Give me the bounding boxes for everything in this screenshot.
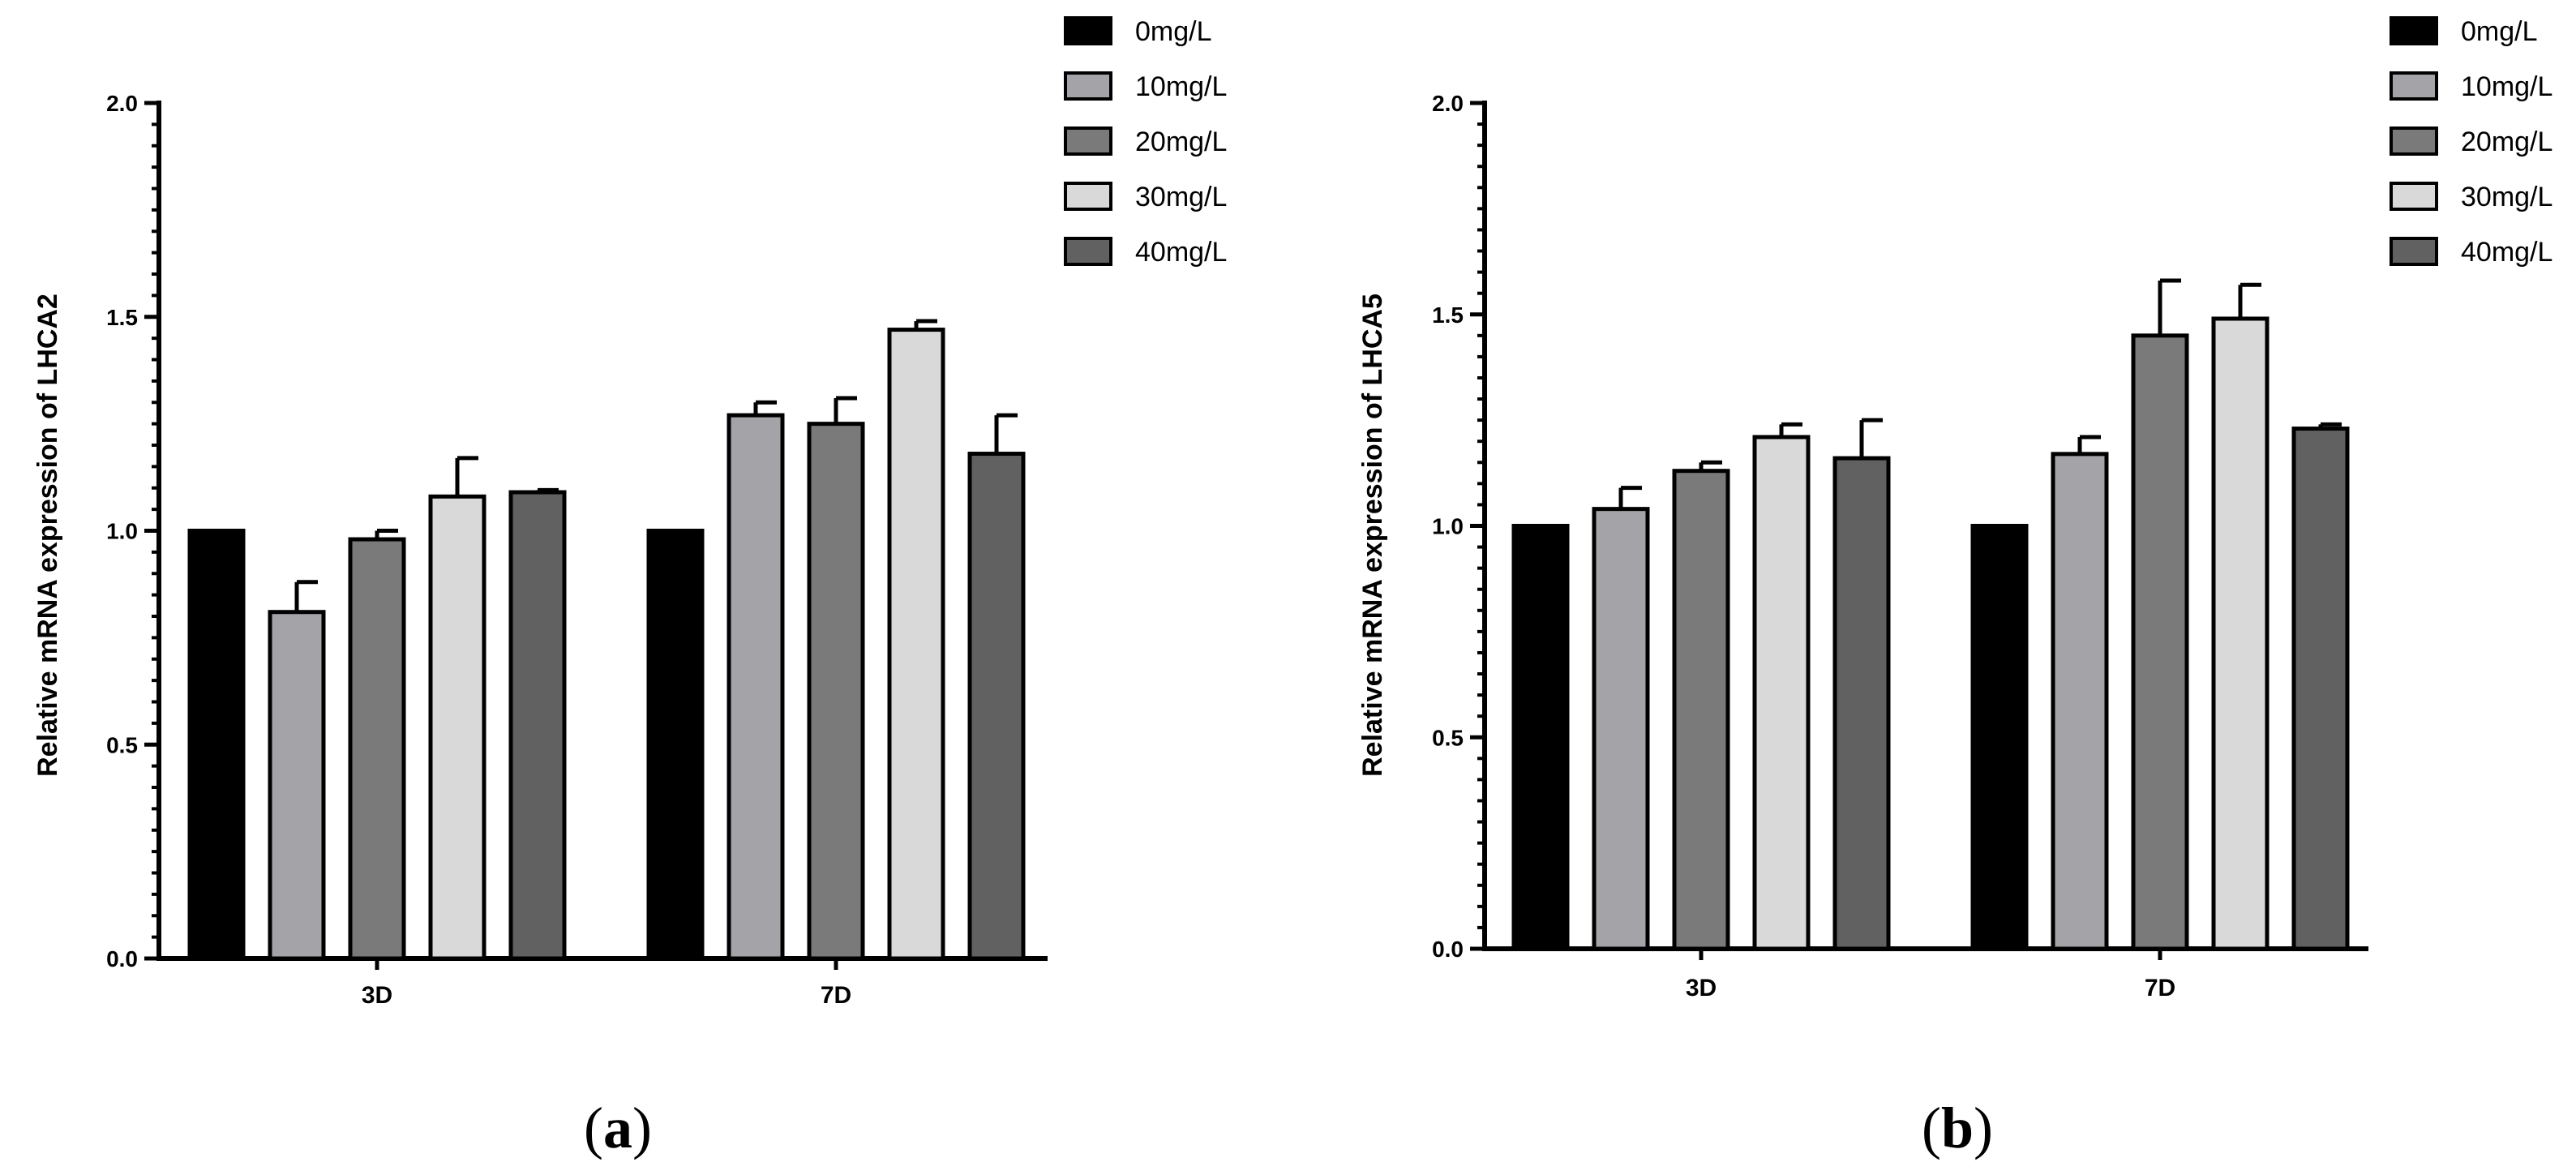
legend-label: 40mg/L: [1135, 237, 1227, 268]
legend-label: 30mg/L: [1135, 182, 1227, 212]
legend-swatch: [1064, 16, 1112, 45]
y-tick-label: 1.0: [1432, 514, 1464, 539]
bar-7D-20mg/L: [807, 422, 865, 961]
x-tick-label: 3D: [362, 982, 392, 1009]
bar-7D-40mg/L: [2291, 427, 2350, 951]
bar-3D-0mg/L: [187, 529, 246, 961]
panel-label: (a): [584, 1096, 652, 1160]
legend-swatch: [2390, 182, 2438, 211]
legend-swatch: [1064, 71, 1112, 101]
legend-swatch: [1064, 182, 1112, 211]
legend-label: 30mg/L: [2461, 182, 2552, 212]
chart-panel-b: 0.0 0.5 1.0 1.5 2.0 Relative mRNA expression …: [1357, 16, 2552, 1160]
legend-label: 20mg/L: [1135, 127, 1227, 157]
bar-3D-0mg/L: [1511, 524, 1570, 951]
y-tick-label: 0.5: [1432, 725, 1464, 750]
legend-swatch: [2390, 71, 2438, 101]
bar-3D-30mg/L: [1752, 435, 1811, 951]
y-tick-label: 2.0: [106, 91, 138, 116]
y-tick-label: 0.0: [106, 946, 138, 971]
legend-label: 10mg/L: [2461, 71, 2552, 102]
legend-label: 0mg/L: [1135, 16, 1212, 47]
legend-swatch: [2390, 237, 2438, 266]
y-tick-label: 1.5: [1432, 302, 1464, 328]
bar-7D-0mg/L: [1970, 524, 2029, 951]
legend-label: 0mg/L: [2461, 16, 2538, 47]
bar-3D-40mg/L: [508, 490, 567, 961]
bar-7D-30mg/L: [2211, 316, 2270, 951]
bar-3D-10mg/L: [1592, 507, 1650, 951]
legend-swatch: [1064, 127, 1112, 156]
bar-7D-30mg/L: [887, 328, 945, 961]
legend-label: 20mg/L: [2461, 127, 2552, 157]
y-axis-title: Relative mRNA expression of LHCA2: [32, 294, 63, 777]
chart-panel-a: 0.0 0.5 1.0 1.5 2.0 Relative mRNA expression …: [32, 16, 1227, 1160]
bar-3D-20mg/L: [348, 537, 406, 961]
legend-swatch: [1064, 237, 1112, 266]
bar-7D-20mg/L: [2131, 333, 2189, 951]
bar-7D-10mg/L: [727, 413, 785, 961]
bar-3D-10mg/L: [268, 610, 326, 961]
bar-3D-30mg/L: [428, 494, 486, 961]
x-tick-label: 7D: [2145, 975, 2175, 1001]
legend-swatch: [2390, 127, 2438, 156]
bar-3D-40mg/L: [1832, 456, 1891, 951]
legend-swatch: [2390, 16, 2438, 45]
panel-label: (b): [1922, 1096, 1993, 1160]
y-tick-label: 1.0: [106, 519, 138, 544]
bar-7D-40mg/L: [967, 452, 1026, 961]
y-tick-label: 2.0: [1432, 91, 1464, 116]
y-axis-title: Relative mRNA expression of LHCA5: [1357, 294, 1388, 777]
bar-7D-0mg/L: [646, 529, 705, 961]
x-tick-label: 3D: [1686, 975, 1717, 1001]
legend-label: 40mg/L: [2461, 237, 2552, 268]
y-tick-label: 0.5: [106, 732, 138, 757]
y-tick-label: 0.0: [1432, 937, 1464, 962]
y-tick-label: 1.5: [106, 305, 138, 330]
legend-label: 10mg/L: [1135, 71, 1227, 102]
bar-7D-10mg/L: [2051, 452, 2109, 951]
x-tick-label: 7D: [821, 982, 851, 1009]
bar-3D-20mg/L: [1672, 469, 1730, 951]
